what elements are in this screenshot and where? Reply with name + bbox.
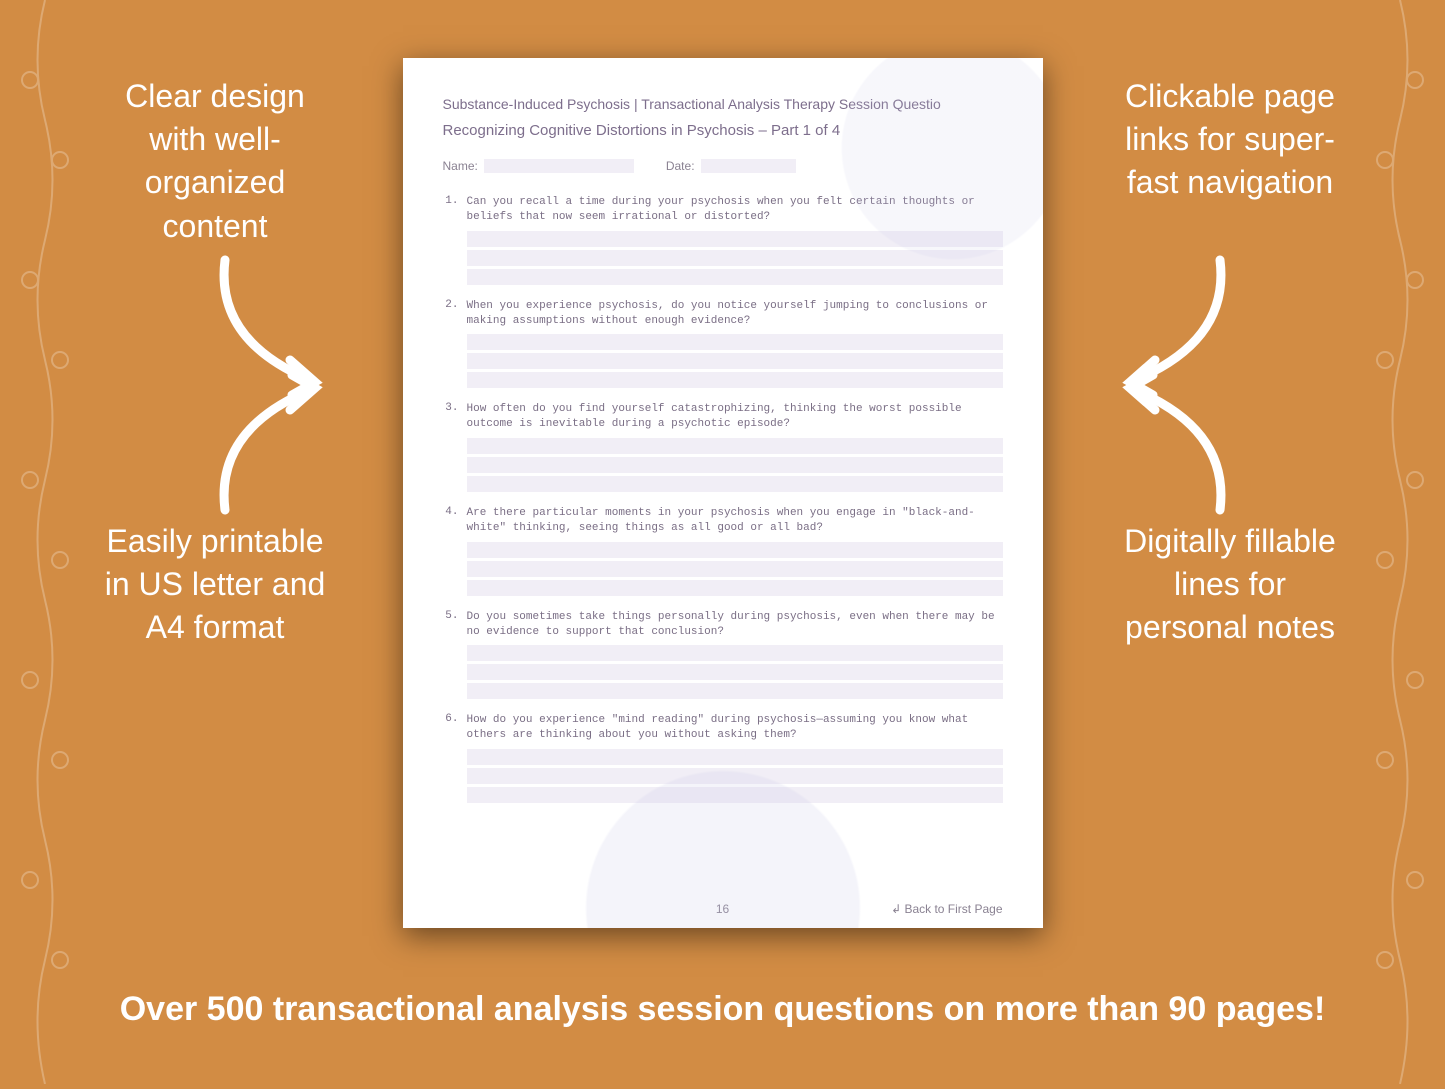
answer-lines[interactable]	[467, 334, 1003, 388]
question-text: Are there particular moments in your psy…	[467, 506, 1003, 536]
answer-line[interactable]	[467, 438, 1003, 454]
question-text: When you experience psychosis, do you no…	[467, 299, 1003, 329]
answer-line[interactable]	[467, 457, 1003, 473]
answer-line[interactable]	[467, 664, 1003, 680]
doc-title: Substance-Induced Psychosis | Transactio…	[443, 96, 1003, 112]
question-text: How often do you find yourself catastrop…	[467, 402, 1003, 432]
page-number: 16	[716, 902, 729, 916]
question-text: How do you experience "mind reading" dur…	[467, 713, 1003, 743]
question-item: 2. When you experience psychosis, do you …	[443, 299, 1003, 389]
answer-line[interactable]	[467, 787, 1003, 803]
answer-line[interactable]	[467, 269, 1003, 285]
question-item: 4. Are there particular moments in your p…	[443, 506, 1003, 596]
floral-border-right	[1365, 0, 1435, 1084]
callout-bottom-right: Digitally fillable lines for personal no…	[1110, 520, 1350, 650]
question-item: 5. Do you sometimes take things personall…	[443, 610, 1003, 700]
question-item: 6. How do you experience "mind reading" d…	[443, 713, 1003, 803]
answer-line[interactable]	[467, 353, 1003, 369]
doc-subtitle: Recognizing Cognitive Distortions in Psy…	[443, 122, 1003, 139]
date-input[interactable]	[701, 159, 796, 173]
answer-line[interactable]	[467, 749, 1003, 765]
name-field: Name:	[443, 159, 634, 173]
answer-line[interactable]	[467, 580, 1003, 596]
answer-lines[interactable]	[467, 749, 1003, 803]
answer-line[interactable]	[467, 231, 1003, 247]
question-number: 4.	[443, 506, 459, 536]
questions-list: 1. Can you recall a time during your psyc…	[443, 195, 1003, 803]
answer-line[interactable]	[467, 476, 1003, 492]
answer-lines[interactable]	[467, 438, 1003, 492]
meta-row: Name: Date:	[443, 159, 1003, 173]
question-number: 3.	[443, 402, 459, 432]
answer-lines[interactable]	[467, 231, 1003, 285]
arrow-bottom-left	[200, 370, 340, 520]
question-number: 2.	[443, 299, 459, 329]
answer-line[interactable]	[467, 372, 1003, 388]
name-input[interactable]	[484, 159, 634, 173]
date-label: Date:	[666, 159, 695, 173]
answer-line[interactable]	[467, 542, 1003, 558]
question-number: 1.	[443, 195, 459, 225]
answer-lines[interactable]	[467, 645, 1003, 699]
question-item: 3. How often do you find yourself catastr…	[443, 402, 1003, 492]
answer-line[interactable]	[467, 250, 1003, 266]
date-field: Date:	[666, 159, 796, 173]
answer-line[interactable]	[467, 334, 1003, 350]
answer-line[interactable]	[467, 683, 1003, 699]
question-item: 1. Can you recall a time during your psyc…	[443, 195, 1003, 285]
arrow-bottom-right	[1105, 370, 1245, 520]
callout-bottom-left: Easily printable in US letter and A4 for…	[95, 520, 335, 650]
question-number: 6.	[443, 713, 459, 743]
question-number: 5.	[443, 610, 459, 640]
answer-line[interactable]	[467, 561, 1003, 577]
name-label: Name:	[443, 159, 478, 173]
back-to-first-link[interactable]: ↲ Back to First Page	[891, 902, 1002, 916]
callout-top-left: Clear design with well-organized content	[95, 75, 335, 248]
question-text: Can you recall a time during your psycho…	[467, 195, 1003, 225]
callout-top-right: Clickable page links for super-fast navi…	[1110, 75, 1350, 205]
answer-line[interactable]	[467, 768, 1003, 784]
question-text: Do you sometimes take things personally …	[467, 610, 1003, 640]
bottom-banner: Over 500 transactional analysis session …	[0, 990, 1445, 1029]
document-page: Substance-Induced Psychosis | Transactio…	[403, 58, 1043, 928]
answer-lines[interactable]	[467, 542, 1003, 596]
floral-border-left	[10, 0, 80, 1084]
answer-line[interactable]	[467, 645, 1003, 661]
